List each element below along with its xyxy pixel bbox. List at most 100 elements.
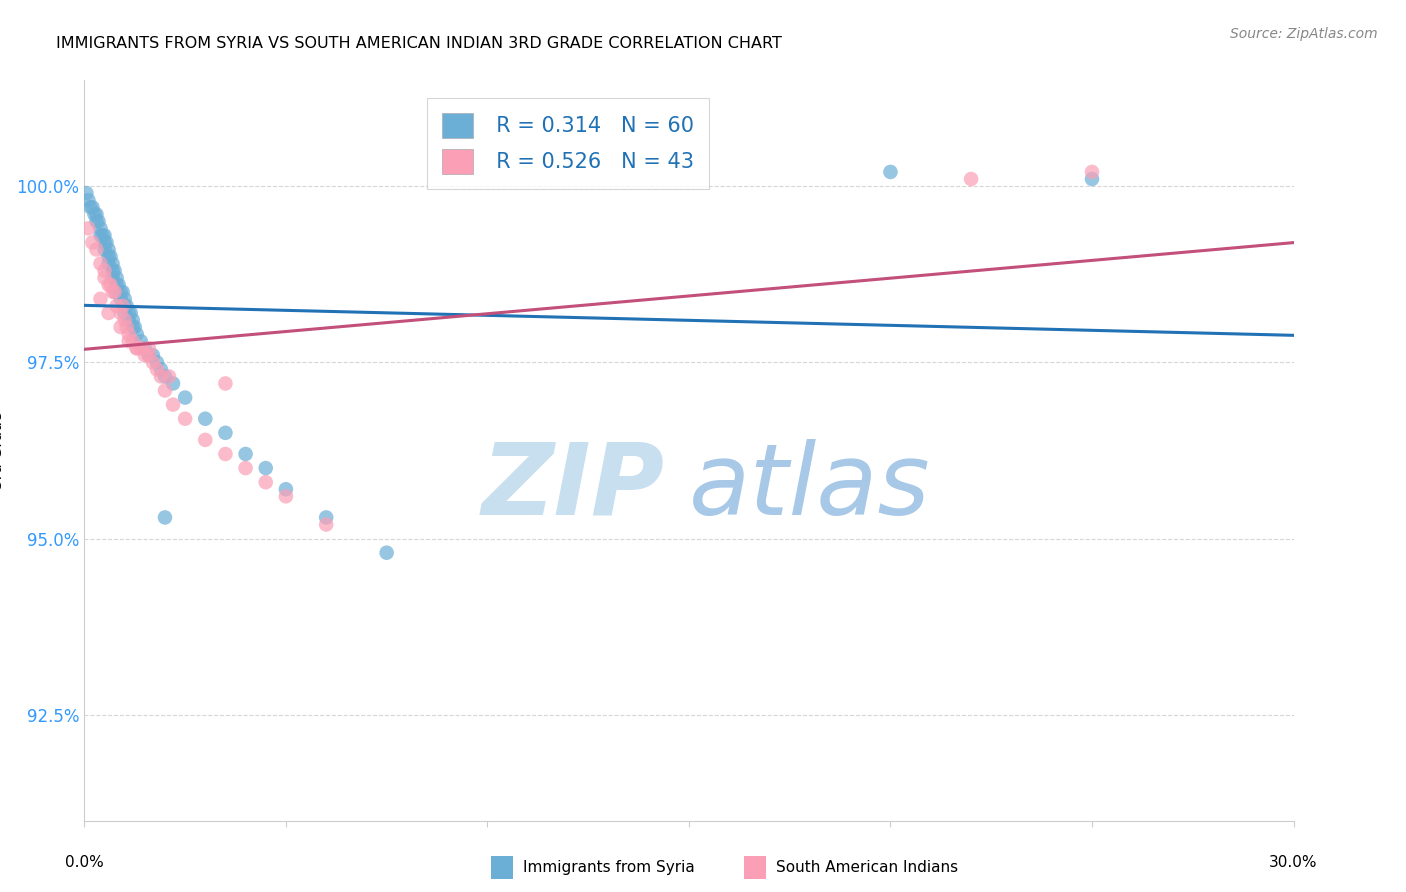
- Point: [111, 285, 134, 299]
- Point: [115, 320, 138, 334]
- Point: [77, 221, 100, 235]
- Point: [100, 250, 122, 264]
- Point: [89, 221, 111, 235]
- Point: [101, 270, 124, 285]
- Point: [121, 313, 143, 327]
- Point: [118, 313, 141, 327]
- Point: [125, 327, 148, 342]
- Point: [125, 341, 148, 355]
- Point: [118, 334, 141, 348]
- Point: [138, 341, 160, 355]
- Point: [77, 193, 100, 207]
- Point: [105, 285, 128, 299]
- Text: Immigrants from Syria: Immigrants from Syria: [523, 861, 695, 875]
- Point: [146, 362, 169, 376]
- Point: [91, 228, 114, 243]
- Point: [97, 243, 120, 257]
- Text: South American Indians: South American Indians: [776, 861, 959, 875]
- Point: [115, 299, 138, 313]
- Point: [121, 320, 143, 334]
- Point: [157, 369, 180, 384]
- Point: [110, 306, 132, 320]
- Point: [129, 341, 152, 355]
- Point: [86, 207, 108, 221]
- Point: [114, 292, 136, 306]
- Point: [162, 376, 184, 391]
- Point: [138, 348, 160, 362]
- Point: [89, 228, 111, 243]
- Text: atlas: atlas: [689, 439, 931, 536]
- Point: [97, 277, 120, 292]
- Point: [153, 384, 176, 398]
- Point: [254, 461, 277, 475]
- Point: [274, 482, 297, 496]
- Point: [142, 348, 165, 362]
- Point: [375, 546, 398, 560]
- Point: [89, 257, 111, 271]
- Point: [214, 447, 236, 461]
- Point: [118, 306, 141, 320]
- Point: [96, 235, 118, 250]
- Legend:   R = 0.314   N = 60,   R = 0.526   N = 43: R = 0.314 N = 60, R = 0.526 N = 43: [427, 98, 709, 188]
- Point: [111, 299, 134, 313]
- Point: [134, 341, 156, 355]
- Text: 0.0%: 0.0%: [65, 855, 104, 870]
- Point: [93, 270, 115, 285]
- Point: [104, 263, 127, 277]
- Point: [110, 292, 132, 306]
- Point: [254, 475, 277, 490]
- Point: [121, 334, 143, 348]
- Point: [86, 243, 108, 257]
- Point: [315, 510, 337, 524]
- Point: [82, 200, 104, 214]
- Point: [86, 214, 108, 228]
- Point: [87, 214, 110, 228]
- Point: [114, 299, 136, 313]
- Point: [879, 165, 901, 179]
- Point: [82, 235, 104, 250]
- Point: [194, 433, 217, 447]
- Point: [83, 207, 105, 221]
- Point: [1081, 165, 1104, 179]
- Point: [105, 270, 128, 285]
- Point: [149, 369, 172, 384]
- Point: [93, 263, 115, 277]
- Point: [174, 391, 197, 405]
- Point: [138, 348, 160, 362]
- Point: [162, 398, 184, 412]
- Point: [235, 447, 257, 461]
- Y-axis label: 3rd Grade: 3rd Grade: [0, 412, 6, 489]
- Point: [101, 263, 124, 277]
- Point: [105, 277, 128, 292]
- Point: [118, 327, 141, 342]
- Text: ZIP: ZIP: [482, 439, 665, 536]
- Point: [1081, 172, 1104, 186]
- Point: [93, 243, 115, 257]
- Point: [75, 186, 97, 200]
- Point: [97, 257, 120, 271]
- Point: [105, 299, 128, 313]
- Point: [97, 306, 120, 320]
- Text: 30.0%: 30.0%: [1270, 855, 1317, 870]
- Point: [129, 334, 152, 348]
- Point: [93, 228, 115, 243]
- Point: [120, 306, 142, 320]
- Point: [146, 355, 169, 369]
- Point: [194, 411, 217, 425]
- Point: [101, 257, 124, 271]
- Point: [214, 425, 236, 440]
- Point: [142, 355, 165, 369]
- Text: Source: ZipAtlas.com: Source: ZipAtlas.com: [1230, 27, 1378, 41]
- Point: [79, 200, 101, 214]
- Point: [149, 362, 172, 376]
- Point: [134, 348, 156, 362]
- Point: [89, 292, 111, 306]
- Point: [153, 510, 176, 524]
- Point: [93, 235, 115, 250]
- Point: [110, 285, 132, 299]
- Point: [101, 285, 124, 299]
- Point: [97, 250, 120, 264]
- Point: [107, 277, 129, 292]
- Point: [114, 313, 136, 327]
- Point: [114, 306, 136, 320]
